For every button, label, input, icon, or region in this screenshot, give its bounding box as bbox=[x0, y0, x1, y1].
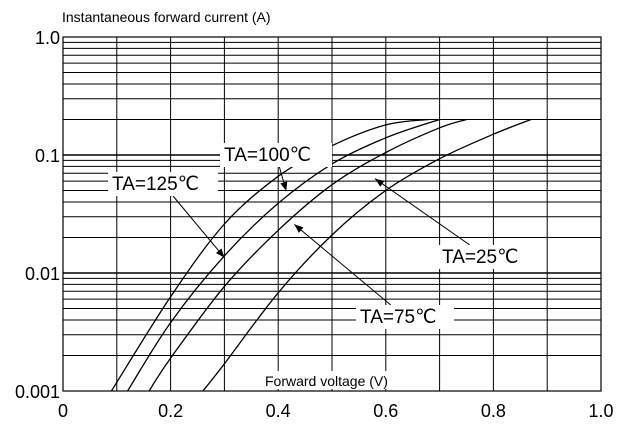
x-axis-label: Forward voltage (V) bbox=[265, 373, 388, 389]
annotation-label-background bbox=[108, 172, 218, 196]
x-tick-label: 0.2 bbox=[158, 401, 183, 421]
annotation-label-background bbox=[438, 245, 536, 269]
x-tick-label: 1.0 bbox=[588, 401, 613, 421]
curves bbox=[110, 118, 532, 392]
x-axis-label-background bbox=[262, 371, 412, 389]
curve-line bbox=[148, 118, 467, 392]
curve-label: TA=75℃ bbox=[360, 307, 436, 328]
x-tick-label: 0.6 bbox=[373, 401, 398, 421]
y-tick-label: 0.1 bbox=[35, 146, 60, 166]
annotation-arrow bbox=[278, 166, 288, 192]
annotation-label-background bbox=[220, 143, 332, 167]
curve-line bbox=[202, 118, 532, 392]
annotation-arrow bbox=[293, 224, 392, 306]
plot-frame bbox=[62, 36, 602, 392]
y-tick-label: 0.01 bbox=[25, 264, 60, 284]
y-axis-label: Instantaneous forward current (A) bbox=[62, 9, 271, 25]
curve-label: TA=25℃ bbox=[442, 247, 518, 268]
annotation-arrow bbox=[172, 195, 225, 258]
x-tick-labels: 0 0.2 0.4 0.6 0.8 1.0 bbox=[58, 401, 614, 421]
x-tick-label: 0.8 bbox=[481, 401, 506, 421]
annotations: TA=125℃ TA=100℃ TA=75℃ TA=25℃ bbox=[108, 143, 536, 329]
curve-label: TA=125℃ bbox=[112, 174, 199, 195]
annotation-label-background bbox=[356, 305, 454, 329]
curve-label: TA=100℃ bbox=[224, 145, 311, 166]
x-tick-label: 0.4 bbox=[266, 401, 291, 421]
curve-line bbox=[110, 118, 429, 392]
y-tick-labels: 0.001 0.01 0.1 1.0 bbox=[15, 28, 60, 402]
x-tick-label: 0 bbox=[58, 401, 68, 421]
curve-line bbox=[127, 118, 440, 392]
y-tick-label: 0.001 bbox=[15, 382, 60, 402]
annotation-arrow bbox=[374, 178, 471, 246]
y-tick-label: 1.0 bbox=[35, 28, 60, 48]
